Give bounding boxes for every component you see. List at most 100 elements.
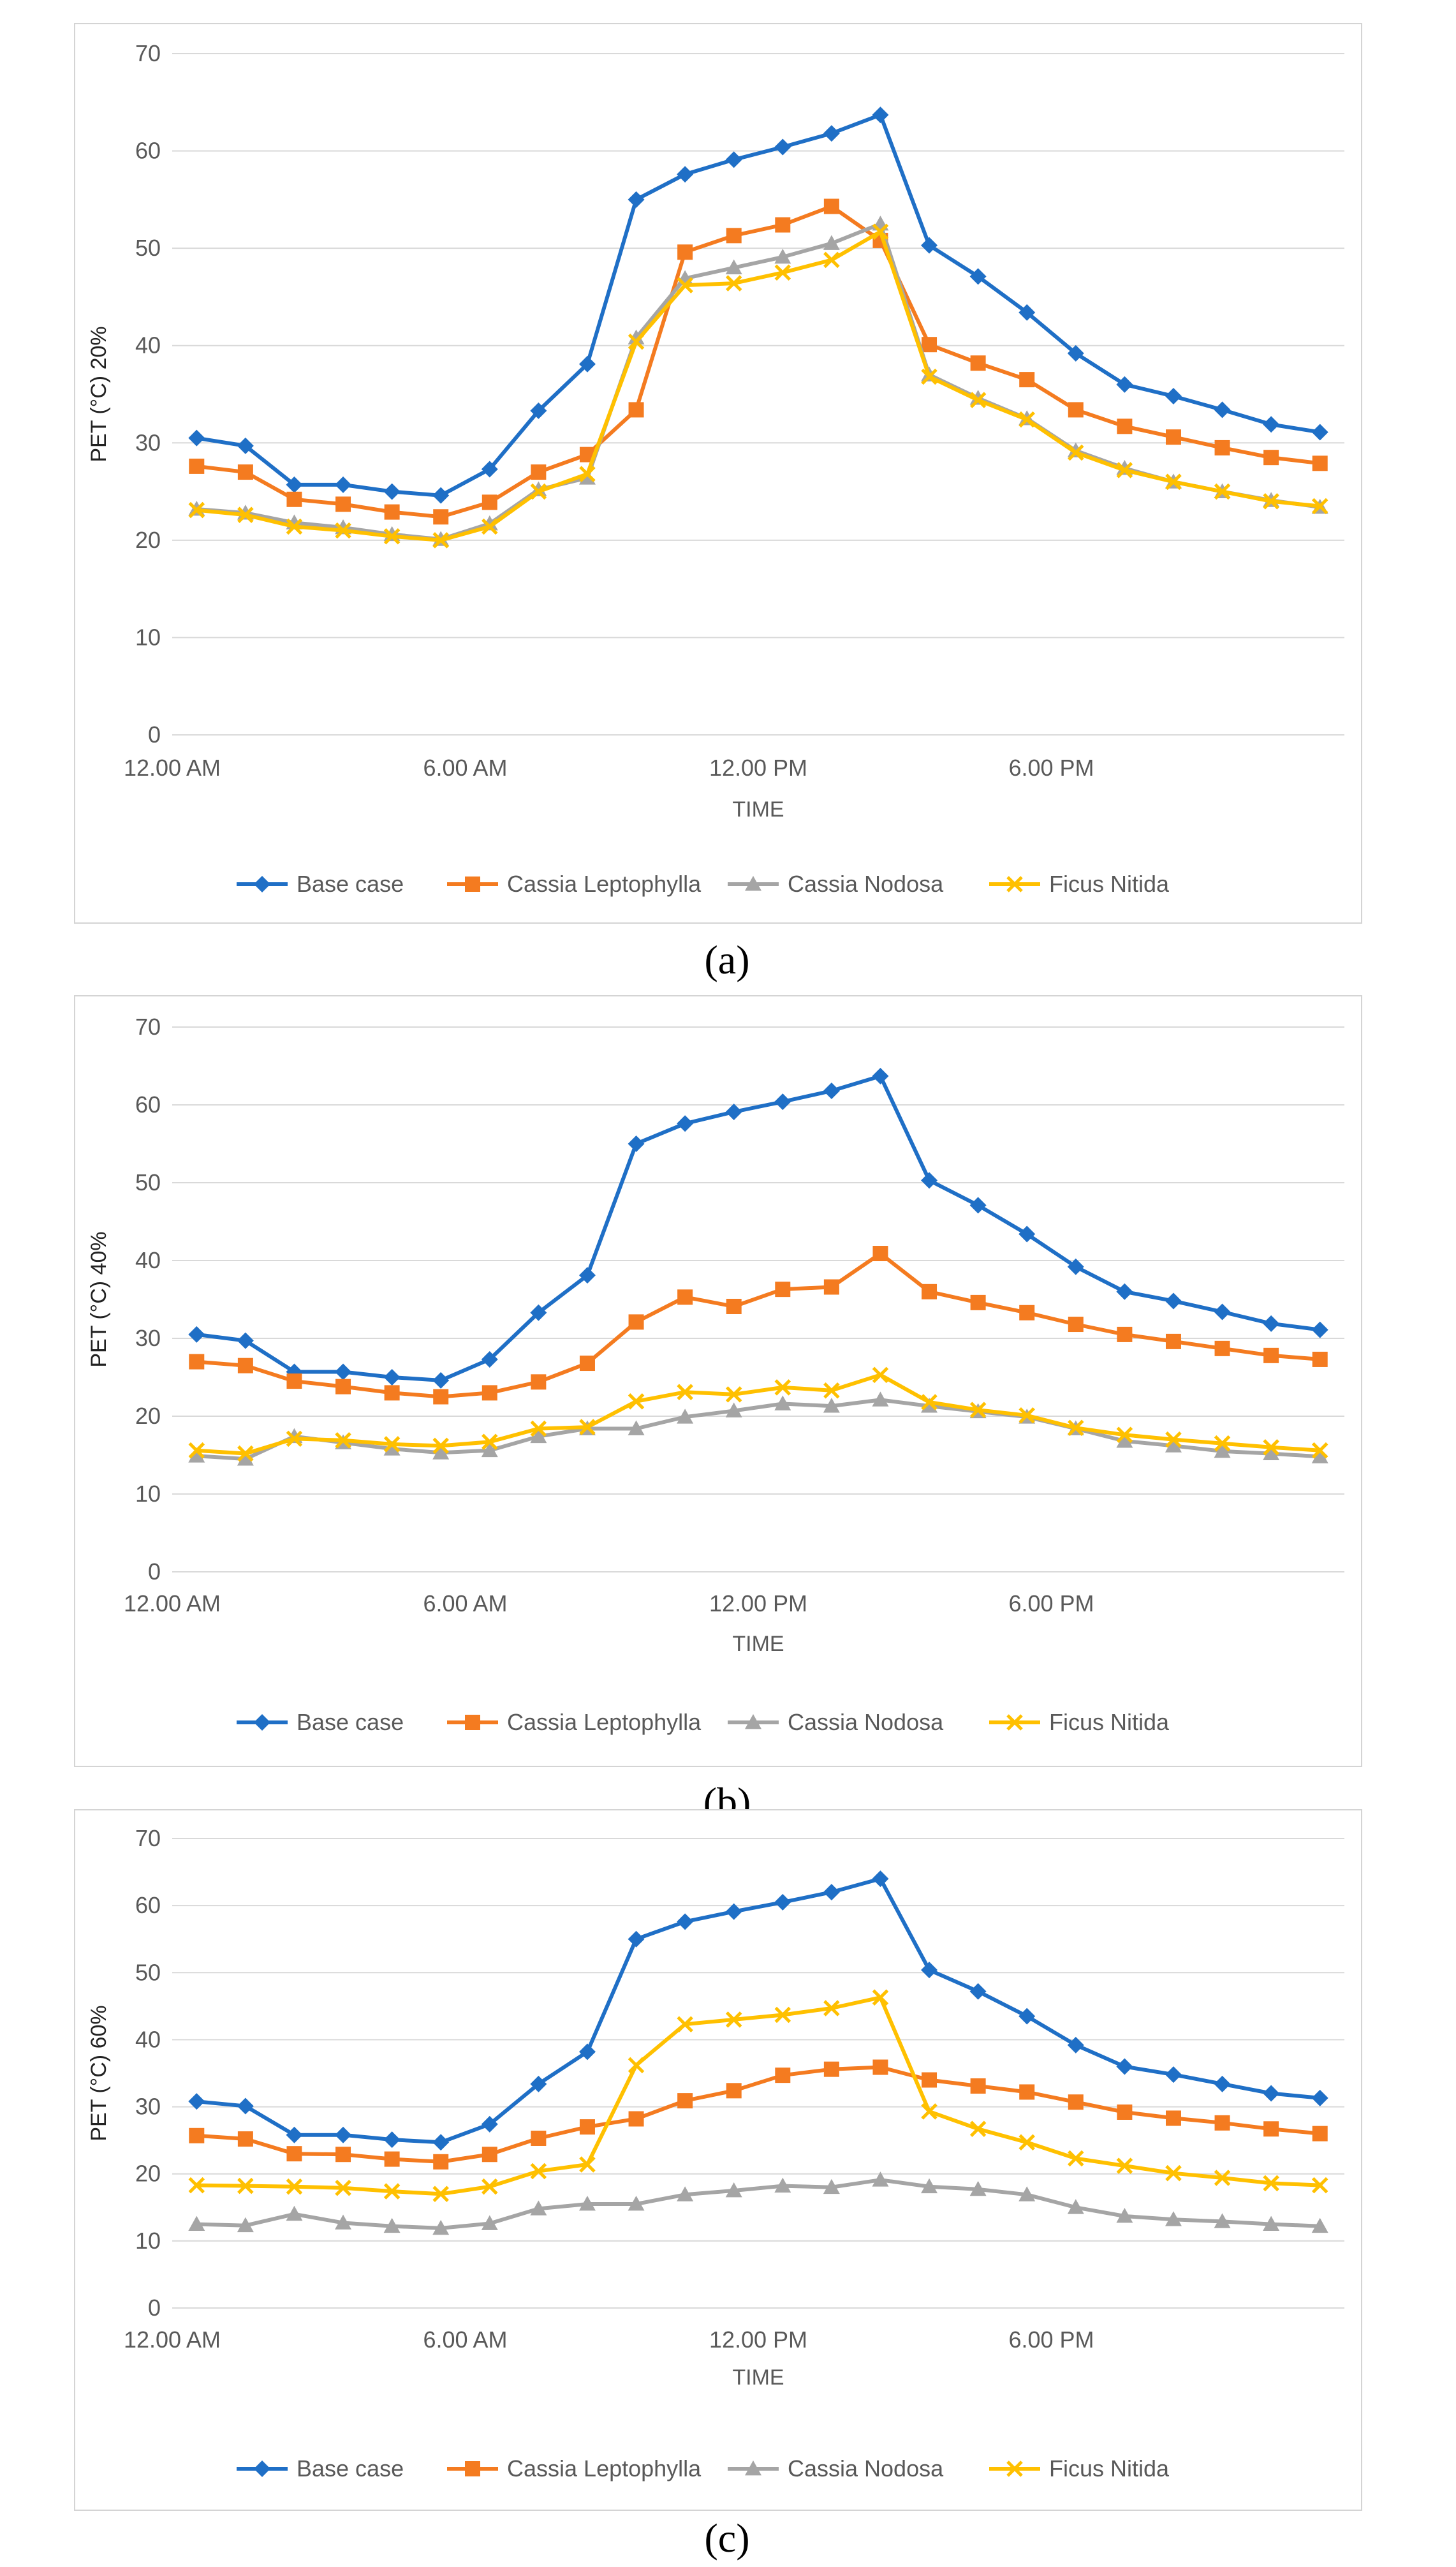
data-point-base-case (1311, 424, 1328, 441)
data-point-cassia-nodosa (1116, 2207, 1133, 2223)
y-tick-label: 0 (148, 721, 161, 748)
data-point-cassia-nodosa (578, 2196, 596, 2211)
legend-item-base-case: Base case (237, 871, 404, 897)
data-point-cassia-leptophylla (1068, 2094, 1084, 2110)
data-point-cassia-leptophylla (872, 2059, 888, 2075)
data-point-cassia-leptophylla (1019, 1305, 1035, 1320)
legend-item-cassia-nodosa: Cassia Nodosa (728, 1709, 944, 1735)
data-point-cassia-nodosa (725, 259, 742, 275)
data-point-cassia-leptophylla (775, 1282, 791, 1298)
data-point-cassia-leptophylla (579, 2119, 595, 2135)
data-point-base-case (237, 2097, 254, 2115)
data-point-ficus-nitida (286, 1430, 303, 1447)
data-point-base-case (1165, 388, 1182, 405)
data-point-cassia-leptophylla (1019, 372, 1035, 388)
y-tick-label: 20 (135, 527, 161, 553)
data-point-ficus-nitida (1018, 411, 1035, 428)
y-tick-label: 50 (135, 1169, 161, 1195)
data-point-base-case (481, 1350, 498, 1368)
data-point-ficus-nitida (823, 1382, 840, 1399)
data-point-base-case (1263, 2085, 1280, 2102)
data-point-cassia-leptophylla (823, 1279, 839, 1295)
data-point-base-case (237, 1332, 254, 1349)
data-point-cassia-leptophylla (1312, 2126, 1328, 2142)
data-point-ficus-nitida (823, 2000, 840, 2016)
data-point-cassia-nodosa (823, 235, 840, 250)
x-tick-label: 12.00 AM (124, 2327, 221, 2353)
y-tick-label: 50 (135, 1959, 161, 1985)
data-point-base-case (1214, 2075, 1231, 2092)
chart-frame-a: 0 10 20 30 40 50 60 70 12.00 AM 6.00 AM 12.00 PM 6.… (74, 23, 1362, 924)
data-point-base-case (628, 1136, 645, 1152)
y-tick-label: 70 (135, 1825, 161, 1851)
caption-c: (c) (704, 2515, 750, 2561)
data-point-base-case (578, 2043, 596, 2060)
series-line-cassia-leptophylla (196, 204, 1321, 519)
data-point-cassia-leptophylla (335, 1379, 351, 1394)
data-point-base-case (1165, 2066, 1182, 2083)
data-point-ficus-nitida (921, 1394, 938, 1410)
series-line-cassia-leptophylla (196, 2065, 1320, 2164)
legend-item-cassia-leptophylla: Cassia Leptophylla (447, 1709, 702, 1735)
data-point-base-case (1018, 1225, 1036, 1243)
legend-label: Ficus Nitida (1049, 871, 1170, 897)
y-tick-label: 60 (135, 1892, 161, 1918)
data-point-base-case (725, 1103, 742, 1120)
data-point-base-case (530, 2075, 547, 2092)
data-point-ficus-nitida (335, 522, 351, 539)
data-point-base-case (872, 1067, 889, 1084)
data-point-cassia-leptophylla (677, 2093, 693, 2109)
y-tick-label: 0 (148, 2295, 161, 2321)
data-point-base-case (921, 1172, 938, 1189)
data-point-cassia-nodosa (628, 329, 645, 344)
data-point-cassia-nodosa (383, 2217, 401, 2233)
legend-label: Cassia Leptophylla (507, 2455, 702, 2482)
data-point-base-case (969, 1197, 987, 1214)
data-point-cassia-leptophylla (823, 2061, 839, 2077)
series-ficus-nitida (188, 223, 1328, 549)
data-point-base-case (774, 1093, 791, 1111)
legend-item-cassia-leptophylla: Cassia Leptophylla (447, 2455, 702, 2482)
legend-item-cassia-leptophylla: Cassia Leptophylla (447, 871, 702, 897)
data-point-base-case (432, 1372, 450, 1389)
data-point-cassia-nodosa (774, 248, 791, 264)
data-point-ficus-nitida (482, 2178, 498, 2195)
data-point-ficus-nitida (725, 275, 742, 292)
data-point-base-case (530, 402, 547, 419)
data-point-base-case (725, 1903, 742, 1920)
y-tick-label: 10 (135, 2228, 161, 2254)
data-point-cassia-leptophylla (189, 2127, 205, 2143)
data-point-cassia-leptophylla (1165, 1333, 1181, 1349)
data-point-cassia-nodosa (872, 2171, 889, 2187)
data-point-ficus-nitida (969, 392, 987, 408)
data-point-ficus-nitida (286, 518, 303, 535)
data-point-cassia-nodosa (335, 2214, 352, 2230)
data-point-ficus-nitida (383, 2183, 401, 2200)
data-point-cassia-leptophylla (189, 458, 205, 474)
x-tick-label: 12.00 PM (709, 2327, 807, 2353)
data-point-cassia-nodosa (1263, 2216, 1280, 2231)
y-tick-label: 70 (135, 1014, 161, 1040)
legend-item-cassia-nodosa: Cassia Nodosa (728, 871, 944, 897)
data-point-ficus-nitida (530, 1420, 547, 1437)
data-point-cassia-leptophylla (1214, 1340, 1230, 1356)
data-point-cassia-leptophylla (677, 1289, 693, 1305)
legend: Base case Cassia Leptophylla Cassia Nodosa… (237, 1709, 1170, 1735)
y-tick-label: 30 (135, 2094, 161, 2120)
y-tick-label: 10 (135, 1481, 161, 1507)
data-point-cassia-nodosa (774, 1395, 791, 1410)
data-point-ficus-nitida (1018, 2134, 1035, 2151)
data-point-ficus-nitida (628, 333, 645, 350)
data-point-cassia-nodosa (286, 2205, 303, 2221)
legend-swatch-marker (465, 877, 480, 892)
legend-swatch-marker (254, 1714, 270, 1731)
data-point-cassia-leptophylla (1214, 440, 1230, 455)
data-point-base-case (1116, 2058, 1133, 2075)
legend-swatch-marker (1006, 1714, 1023, 1731)
data-point-base-case (188, 2093, 205, 2110)
data-point-base-case (628, 191, 645, 208)
data-point-ficus-nitida (969, 2120, 987, 2138)
data-point-base-case (628, 1930, 645, 1948)
data-point-ficus-nitida (579, 2156, 596, 2173)
data-point-ficus-nitida (1263, 2175, 1279, 2192)
